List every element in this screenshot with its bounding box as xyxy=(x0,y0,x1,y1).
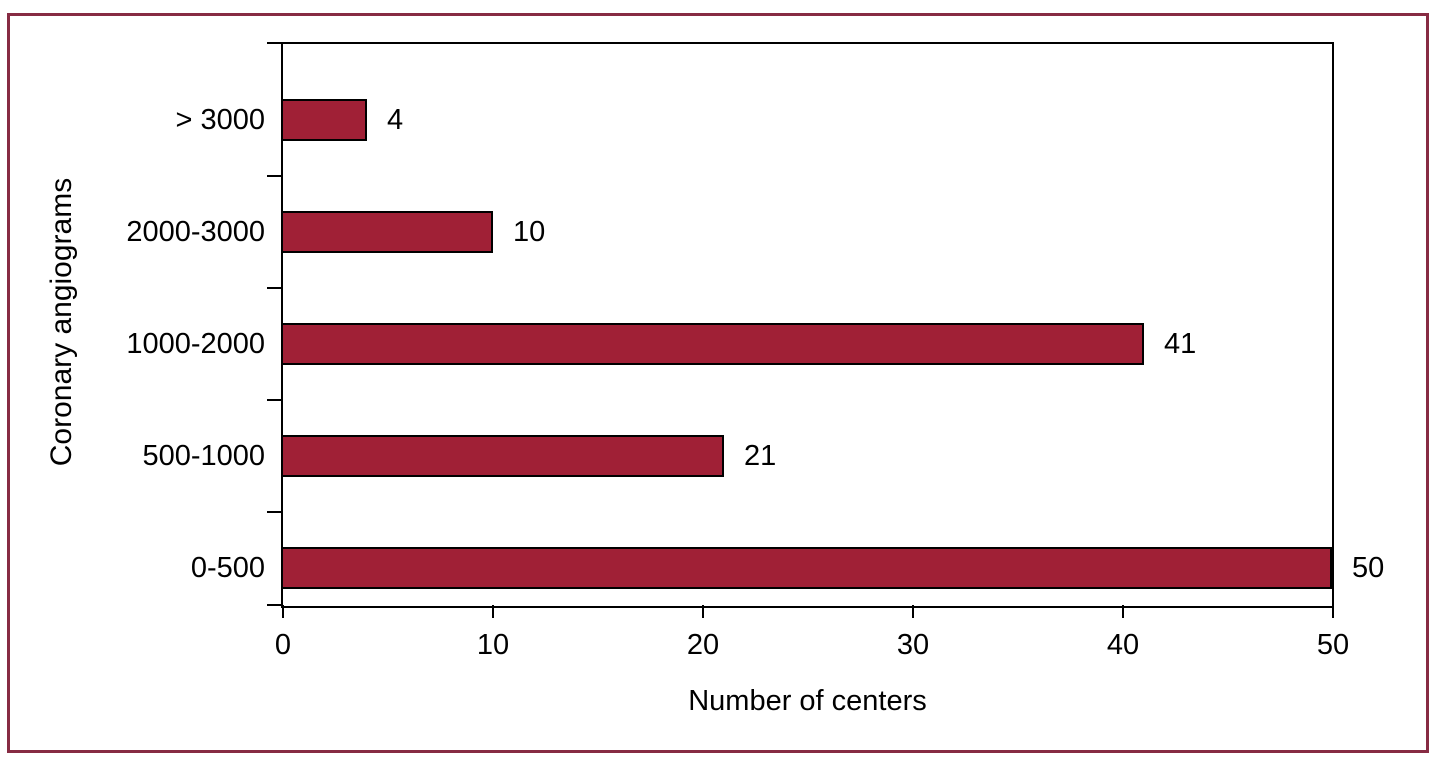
bar xyxy=(283,211,493,253)
x-axis-tick xyxy=(702,605,704,618)
category-label: 2000-3000 xyxy=(126,216,265,248)
category-label: 0-500 xyxy=(190,552,265,584)
x-axis-tick xyxy=(492,605,494,618)
figure-frame: Coronary angiograms 4 10 41 21 50 0 10 20 30 40 50… xyxy=(7,13,1429,753)
bar xyxy=(283,323,1144,365)
x-tick-label: 10 xyxy=(476,629,510,661)
x-axis-tick xyxy=(1122,605,1124,618)
x-tick-label: 0 xyxy=(274,629,292,661)
bar-value-label: 10 xyxy=(513,216,546,248)
bar-value-label: 4 xyxy=(387,104,404,136)
bar-value-label: 50 xyxy=(1352,552,1385,584)
category-label: > 3000 xyxy=(175,104,265,136)
x-tick-label: 20 xyxy=(686,629,720,661)
x-axis-tick xyxy=(1332,605,1334,618)
bar xyxy=(283,435,724,477)
y-axis-tick xyxy=(267,42,281,44)
y-axis-tick xyxy=(267,287,281,289)
category-label: 500-1000 xyxy=(142,440,265,472)
x-tick-label: 30 xyxy=(896,629,930,661)
plot-area: 4 10 41 21 50 0 10 20 30 40 50 xyxy=(267,42,1384,661)
bar-value-label: 41 xyxy=(1164,328,1197,360)
x-tick-label: 50 xyxy=(1316,629,1350,661)
x-tick-label: 40 xyxy=(1106,629,1140,661)
bar-value-label: 21 xyxy=(744,440,777,472)
y-axis-tick xyxy=(267,511,281,513)
category-label: 1000-2000 xyxy=(126,328,265,360)
bar xyxy=(283,99,367,141)
y-axis-tick xyxy=(267,399,281,401)
x-axis-title: Number of centers xyxy=(688,685,927,717)
y-axis-tick xyxy=(267,604,281,606)
y-axis-tick xyxy=(267,175,281,177)
x-axis-tick xyxy=(282,605,284,618)
x-axis-tick xyxy=(912,605,914,618)
bar xyxy=(283,547,1332,589)
